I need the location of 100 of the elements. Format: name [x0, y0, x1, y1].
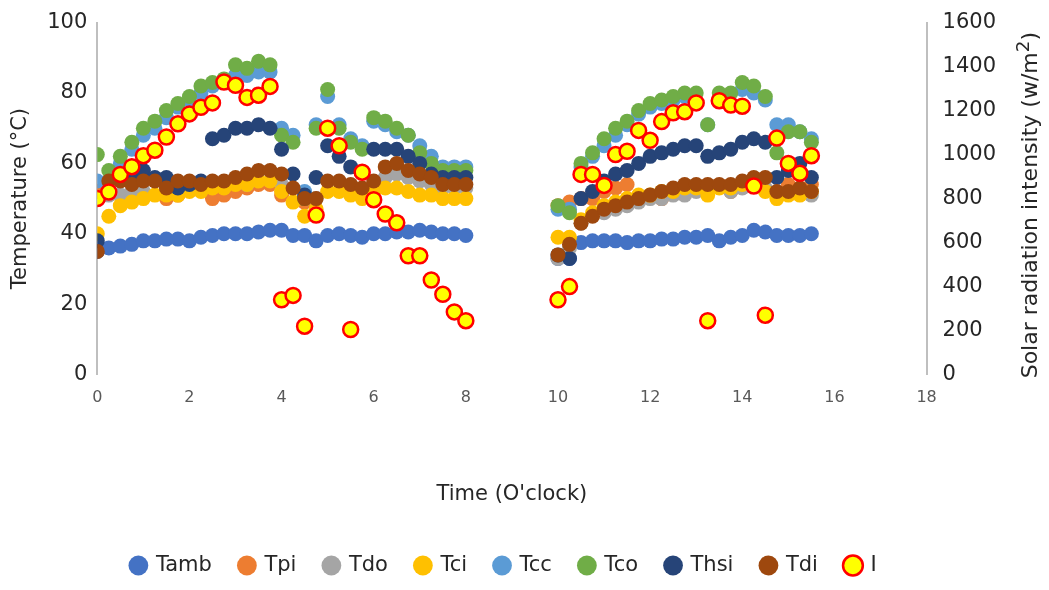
point — [249, 86, 268, 104]
point — [135, 120, 151, 136]
x-tick-label: 2 — [184, 387, 195, 407]
point — [274, 222, 290, 238]
point — [746, 78, 762, 94]
point — [376, 205, 394, 223]
point — [411, 247, 429, 265]
point — [262, 57, 278, 73]
x-tick-label: 0 — [92, 387, 103, 407]
y-tick-label: 60 — [60, 149, 88, 174]
point — [353, 163, 371, 181]
point — [285, 180, 301, 196]
legend-label: Tcc — [518, 551, 552, 576]
legend-label: Thsi — [689, 551, 734, 576]
point — [158, 180, 174, 196]
point — [562, 205, 578, 221]
x-tick-label: 18 — [916, 387, 937, 407]
point — [318, 119, 337, 137]
point — [343, 177, 359, 193]
point — [295, 317, 314, 335]
y2-tick-label: 400 — [942, 273, 983, 298]
point — [745, 177, 763, 195]
point — [756, 306, 775, 324]
point — [734, 228, 750, 244]
point — [687, 94, 705, 112]
point — [769, 145, 785, 161]
point — [791, 164, 809, 183]
point — [688, 138, 704, 154]
x-tick-label: 4 — [276, 387, 287, 407]
legend-label: Tamb — [154, 551, 212, 576]
point — [124, 134, 140, 150]
x-axis-title: Time (O'clock) — [435, 480, 588, 505]
point — [445, 303, 464, 321]
point — [675, 102, 694, 121]
point — [226, 76, 245, 95]
point — [757, 169, 773, 185]
point — [608, 120, 624, 136]
point — [562, 236, 578, 252]
point — [169, 115, 187, 133]
point — [389, 155, 405, 171]
y-tick-label: 80 — [60, 79, 88, 104]
x-tick-label: 12 — [639, 387, 661, 407]
point — [341, 320, 360, 339]
y2-tick-label: 200 — [942, 317, 983, 342]
point — [354, 180, 370, 196]
point — [596, 131, 612, 147]
point — [274, 166, 290, 182]
point — [641, 131, 659, 150]
point — [124, 236, 140, 252]
x-tick-label: 8 — [460, 387, 471, 407]
point — [768, 129, 786, 147]
y2-tick-label: 1400 — [942, 53, 997, 78]
point — [457, 311, 475, 330]
point — [364, 190, 383, 209]
point — [157, 128, 176, 146]
point — [723, 141, 739, 157]
x-tick-label: 16 — [824, 387, 845, 407]
point — [698, 311, 717, 330]
legend-label: Tco — [603, 551, 639, 576]
point — [619, 177, 635, 193]
point — [112, 148, 128, 164]
point — [239, 60, 255, 76]
y-tick-label: 100 — [47, 9, 88, 34]
point — [147, 173, 163, 189]
point — [297, 228, 313, 244]
point — [261, 77, 279, 96]
point — [631, 155, 647, 171]
y-tick-label: 0 — [73, 361, 88, 386]
y2-tick-label: 800 — [942, 185, 983, 210]
point — [251, 53, 267, 69]
point — [779, 154, 798, 173]
point — [251, 117, 267, 133]
point — [619, 162, 635, 178]
point — [216, 127, 232, 143]
legend-label: I — [870, 551, 877, 576]
legend-label: Tdo — [347, 551, 388, 576]
y2-tick-label: 1000 — [942, 141, 997, 166]
point — [330, 137, 348, 155]
point — [203, 94, 222, 112]
point — [284, 286, 302, 305]
point — [618, 142, 636, 161]
point — [560, 277, 579, 296]
point — [652, 112, 671, 131]
y2-tick-label: 1200 — [942, 97, 997, 122]
point — [123, 157, 141, 176]
point — [733, 97, 752, 115]
point — [458, 228, 474, 244]
legend-label: Tci — [439, 551, 468, 576]
point — [583, 165, 602, 184]
point — [262, 120, 278, 136]
point — [158, 103, 174, 119]
point — [101, 208, 117, 224]
point — [274, 141, 290, 157]
x-tick-label: 14 — [732, 387, 753, 407]
point — [111, 165, 130, 184]
point — [629, 121, 648, 140]
point — [619, 113, 635, 129]
point — [147, 113, 163, 129]
point — [320, 81, 336, 97]
point — [389, 141, 405, 157]
